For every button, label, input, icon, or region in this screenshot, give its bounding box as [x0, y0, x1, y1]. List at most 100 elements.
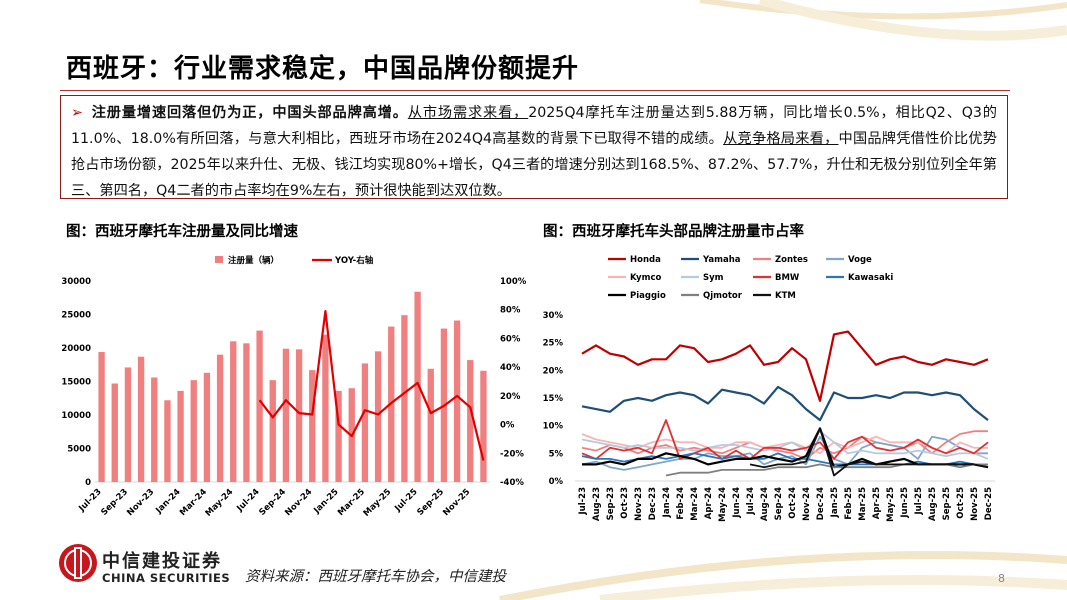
y2-tick-label: 80% — [500, 306, 521, 316]
x-tick-label: May-24 — [718, 487, 728, 522]
bar — [480, 370, 487, 482]
series-line — [581, 430, 989, 460]
summary-text: 2025Q4摩托车注册量达到5.88万辆，同比增长0.5%，相比Q2、Q3的11… — [71, 105, 997, 147]
x-tick-label: Dec-24 — [816, 487, 826, 520]
bar — [282, 348, 290, 482]
bar — [256, 330, 263, 482]
x-tick-label: Aug-23 — [592, 487, 602, 521]
series-line — [581, 433, 988, 455]
x-tick-label: Jul-25 — [914, 487, 924, 516]
x-tick-label: May-25 — [362, 487, 394, 519]
x-tick-label: Apr-24 — [704, 487, 714, 519]
logo-name: 中信建投证券 — [102, 551, 222, 572]
legend-label: YOY-右轴 — [334, 255, 374, 266]
y-tick-label: 30% — [543, 311, 564, 321]
x-tick-label: Oct-23 — [620, 487, 630, 519]
summary-text: 中国品牌凭借性价比优势抢占市场份额，2025年以来升仕、无极、钱江均实现80%+… — [71, 131, 997, 199]
x-tick-label: Mar-24 — [690, 487, 700, 521]
bar — [309, 370, 316, 482]
logo-mark — [59, 544, 97, 582]
x-tick-label: Jul-24 — [746, 487, 756, 516]
series-line — [582, 427, 989, 469]
y-tick-label: 0 — [85, 478, 91, 488]
x-tick-label: Sep-25 — [942, 487, 952, 520]
divider — [60, 90, 1010, 91]
bullet: ➢ — [71, 105, 83, 121]
bar — [414, 291, 421, 482]
legend-label: Zontes — [775, 255, 808, 265]
legend-label: 注册量（辆） — [228, 255, 279, 266]
decor — [758, 0, 1067, 41]
x-tick-label: Nov-24 — [802, 487, 812, 521]
x-tick-label: Nov-23 — [634, 487, 644, 521]
bar — [230, 341, 237, 482]
slide-title: 西班牙：行业需求稳定，中国品牌份额提升 — [66, 54, 580, 84]
x-tick-label: Jan-24 — [662, 487, 672, 518]
x-tick-label: Sep-23 — [606, 487, 616, 520]
logo-english: CHINA SECURITIES — [102, 571, 231, 585]
x-tick-label: Aug-25 — [928, 487, 938, 521]
bar — [177, 390, 184, 482]
legend-label: KTM — [775, 291, 796, 301]
bar — [98, 352, 105, 482]
legend-label: Piaggio — [630, 291, 666, 301]
x-tick-label: Mar-25 — [858, 487, 868, 521]
bar — [401, 315, 408, 482]
legend-label: Qjmotor — [703, 291, 743, 301]
x-tick-label: Jul-23 — [578, 487, 588, 516]
x-tick-label: Sep-24 — [774, 487, 784, 520]
y2-tick-label: 40% — [500, 363, 521, 373]
bar — [427, 368, 434, 482]
x-tick-label: Dec-23 — [648, 487, 658, 520]
x-tick-label: Jun-25 — [900, 487, 910, 519]
series-line — [581, 330, 989, 402]
chart-title: 图：西班牙摩托车头部品牌注册量市占率 — [543, 224, 804, 240]
legend-label: Kawasaki — [848, 273, 893, 283]
bar — [269, 380, 276, 482]
bar — [190, 380, 197, 482]
x-tick-label: Aug-24 — [760, 487, 770, 521]
x-tick-label: May-24 — [204, 487, 236, 519]
bar — [374, 351, 382, 482]
x-tick-label: Apr-25 — [872, 487, 882, 519]
legend-label: Kymco — [630, 273, 661, 283]
bar — [216, 354, 224, 482]
decor — [599, 575, 1067, 600]
y2-tick-label: -20% — [500, 449, 524, 459]
bar — [361, 363, 369, 482]
y-tick-label: 5000 — [67, 445, 91, 455]
summary-text: 从竞争格局来看， — [723, 131, 839, 147]
y2-tick-label: 0% — [500, 421, 515, 431]
legend-label: BMW — [775, 273, 800, 283]
y2-tick-label: 100% — [500, 277, 527, 287]
x-tick-label: Dec-25 — [984, 487, 994, 520]
source-note: 资料来源：西班牙摩托车协会，中信建投 — [245, 569, 506, 585]
bar — [243, 343, 250, 482]
y-tick-label: 30000 — [61, 277, 91, 287]
series-line — [581, 419, 989, 460]
x-tick-label: Jun-24 — [732, 487, 742, 519]
summary-text: 注册量增速回落但仍为正，中国头部品牌高增。 — [90, 105, 408, 121]
bar — [124, 367, 132, 482]
y-tick-label: 0% — [549, 477, 564, 487]
x-tick-label: Nov-24 — [283, 487, 314, 518]
legend-label: Sym — [703, 273, 724, 283]
bar — [467, 360, 474, 482]
y-tick-label: 25000 — [61, 311, 91, 321]
bar — [151, 377, 158, 482]
x-tick-label: Oct-24 — [788, 487, 798, 519]
x-tick-label: Sep-25 — [415, 487, 446, 518]
series-line — [258, 310, 485, 461]
x-tick-label: May-25 — [886, 487, 896, 522]
x-tick-label: Jan-25 — [830, 487, 840, 518]
legend-label: Voge — [848, 255, 872, 265]
legend-label: Honda — [630, 255, 661, 265]
bar — [335, 390, 342, 482]
y2-tick-label: -40% — [500, 478, 524, 488]
y-tick-label: 20000 — [61, 344, 91, 354]
summary-text: 从市场需求来看， — [407, 105, 529, 121]
legend-swatch — [215, 256, 223, 263]
y-tick-label: 20% — [543, 366, 564, 376]
